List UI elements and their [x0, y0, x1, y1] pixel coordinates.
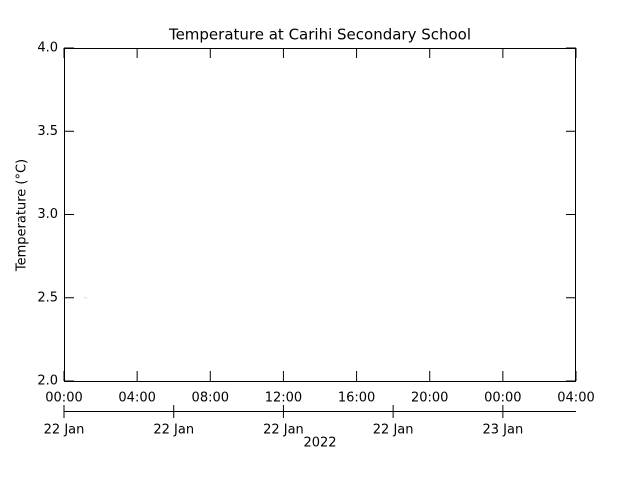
y-tick-label: 2.0 [37, 374, 58, 389]
y-tick-label: 3.0 [37, 207, 58, 222]
y-axis-label: Temperature (°C) [15, 159, 30, 272]
date-tick-label: 22 Jan [153, 423, 194, 438]
chart-title: Temperature at Carihi Secondary School [168, 26, 471, 44]
x-tick-label: 04:00 [557, 391, 594, 406]
date-tick-label: 22 Jan [373, 423, 414, 438]
year-label: 2022 [303, 436, 336, 451]
date-tick-label: 23 Jan [482, 423, 523, 438]
x-tick-label: 08:00 [192, 391, 229, 406]
x-tick-label: 20:00 [411, 391, 448, 406]
date-tick-label: 22 Jan [44, 423, 85, 438]
y-tick-label: 2.5 [37, 290, 58, 305]
date-tick-label: 22 Jan [263, 423, 304, 438]
x-tick-label: 04:00 [118, 391, 155, 406]
x-tick-label: 12:00 [265, 391, 302, 406]
y-tick-label: 4.0 [37, 41, 58, 56]
x-tick-label: 00:00 [484, 391, 521, 406]
x-tick-label: 16:00 [338, 391, 375, 406]
y-tick-label: 3.5 [37, 124, 58, 139]
x-tick-label: 00:00 [45, 391, 82, 406]
